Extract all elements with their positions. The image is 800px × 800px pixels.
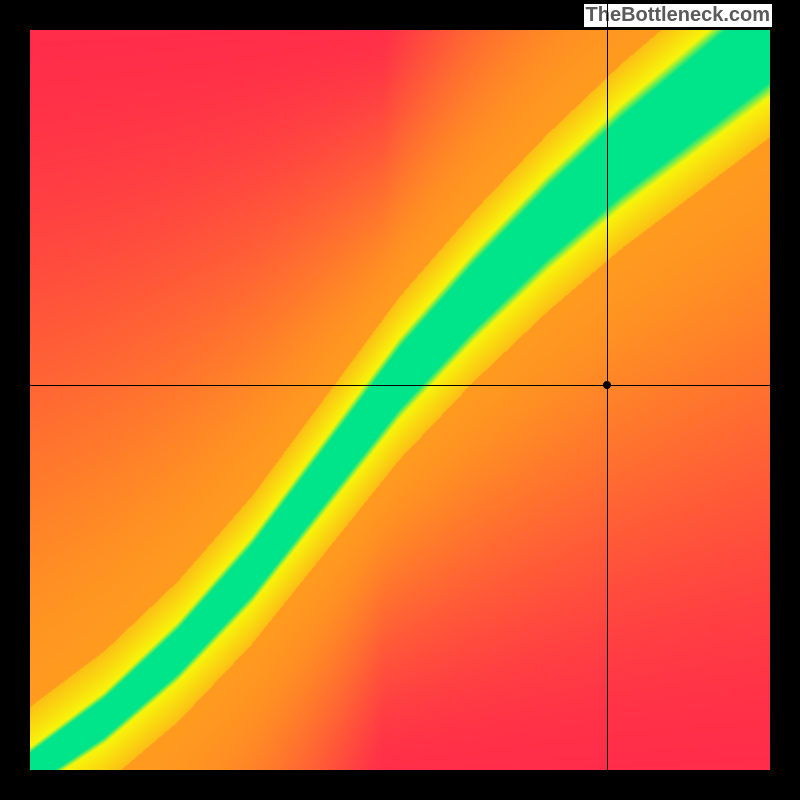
intersection-marker bbox=[603, 381, 611, 389]
crosshair-horizontal bbox=[0, 385, 800, 386]
crosshair-vertical bbox=[607, 0, 608, 800]
attribution-label: TheBottleneck.com bbox=[584, 4, 772, 27]
chart-container: TheBottleneck.com bbox=[0, 0, 800, 800]
heatmap-canvas bbox=[30, 30, 770, 770]
